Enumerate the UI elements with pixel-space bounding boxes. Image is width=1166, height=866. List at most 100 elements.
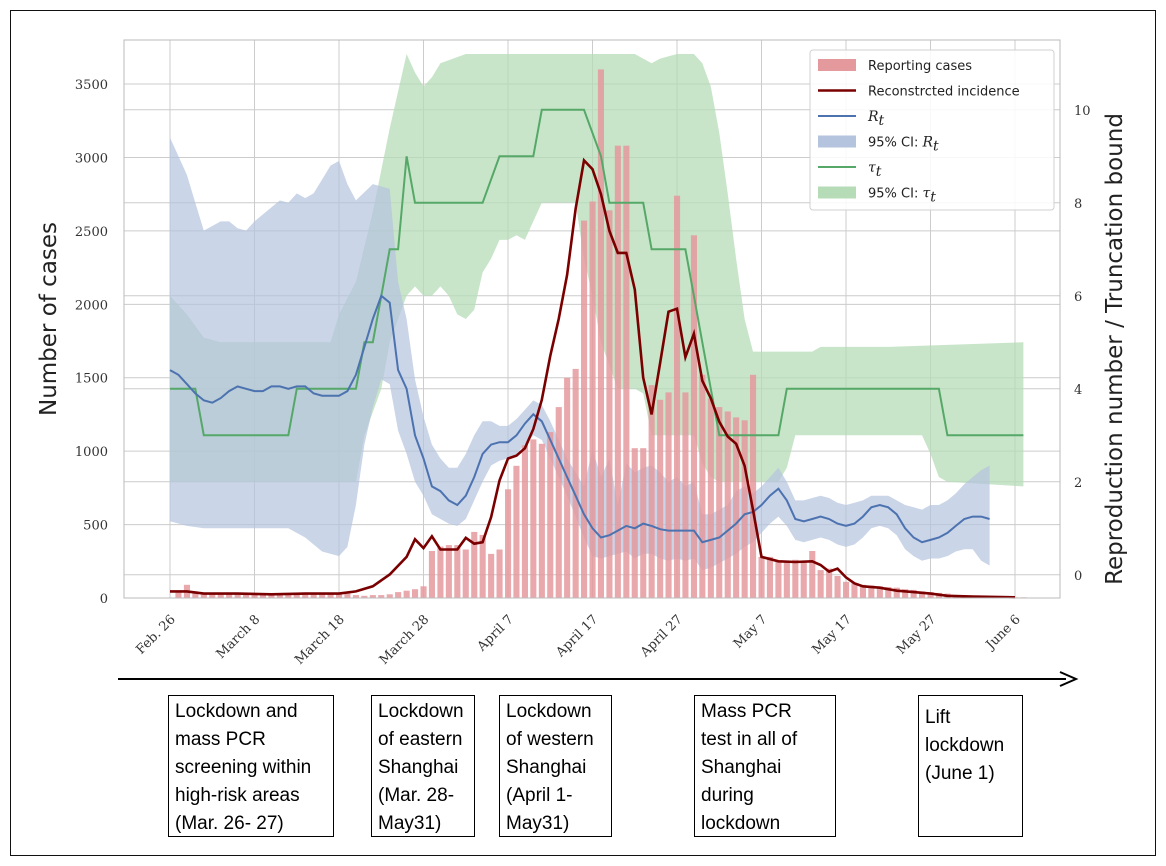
- case-bar: [445, 545, 452, 598]
- legend-label: τt: [868, 160, 882, 180]
- case-bar: [750, 374, 757, 598]
- timeline-arrow: [118, 671, 1079, 687]
- left-axis-title: Number of cases: [36, 222, 62, 416]
- case-bar: [606, 210, 613, 599]
- case-bar: [386, 594, 393, 598]
- x-tick-label: June 6: [982, 612, 1024, 654]
- case-bar: [555, 407, 562, 598]
- reporting-cases-bars: [175, 69, 1027, 599]
- figure-frame: [10, 10, 1156, 856]
- rt-ci-band-group: [170, 137, 990, 571]
- right-tick-label: 0: [1074, 569, 1082, 584]
- case-bar: [614, 145, 621, 598]
- case-bar: [741, 420, 748, 598]
- case-bar: [800, 561, 807, 598]
- case-bar: [707, 398, 714, 598]
- timeline-event-box: Lift lockdown (June 1): [918, 695, 1023, 837]
- legend-label: 95% CI: τt: [868, 186, 936, 206]
- case-bar: [395, 592, 402, 598]
- case-bar: [454, 545, 461, 598]
- case-bar: [234, 593, 241, 598]
- case-bar: [665, 392, 672, 598]
- case-bar: [175, 591, 182, 598]
- legend-box: [809, 49, 1055, 211]
- x-tick-label: May 27: [894, 612, 939, 657]
- case-bar: [716, 407, 723, 598]
- case-bar: [783, 561, 790, 598]
- rt-line: [169, 294, 990, 544]
- case-bar: [268, 593, 275, 598]
- case-bar: [412, 589, 419, 598]
- case-bar: [674, 195, 681, 598]
- case-bar: [589, 201, 596, 598]
- right-axis-title: Reproduction number / Truncation bound: [1102, 113, 1128, 585]
- x-tick-label: Feb. 26: [133, 612, 178, 657]
- incidence-line: [170, 157, 1016, 599]
- case-bar: [530, 439, 537, 598]
- case-bar: [623, 145, 630, 598]
- case-bar: [302, 593, 309, 598]
- case-bar: [572, 368, 579, 598]
- timeline-event-box: Lockdown of western Shanghai (April 1- M…: [499, 695, 612, 837]
- x-tick-label: April 27: [637, 612, 686, 661]
- case-bar: [344, 593, 351, 598]
- legend-swatch-band: [818, 135, 856, 148]
- case-bar: [209, 593, 216, 598]
- case-bar: [724, 411, 731, 598]
- case-bar: [564, 377, 571, 598]
- right-tick-label: 8: [1074, 197, 1082, 212]
- case-bar: [758, 556, 765, 598]
- case-bar: [192, 591, 199, 598]
- case-bar: [775, 561, 782, 598]
- case-bar: [217, 593, 224, 598]
- case-bar: [378, 595, 385, 598]
- case-bar: [496, 549, 503, 598]
- left-tick-label: 3000: [75, 151, 108, 166]
- legend-swatch-bar: [818, 59, 856, 71]
- left-tick-label: 0: [100, 592, 108, 607]
- case-bar: [369, 595, 376, 598]
- x-tick-label: May 7: [731, 612, 770, 651]
- case-bar: [809, 551, 816, 598]
- case-bar: [420, 586, 427, 598]
- case-bar: [471, 531, 478, 598]
- case-bar: [927, 592, 934, 598]
- right-tick-label: 6: [1074, 290, 1082, 305]
- x-tick-label: March 18: [292, 612, 348, 668]
- case-bar: [859, 584, 866, 598]
- case-bar: [834, 576, 841, 598]
- case-bar: [826, 568, 833, 598]
- left-tick-label: 500: [83, 519, 108, 534]
- case-bar: [885, 587, 892, 598]
- left-tick-label: 3500: [75, 78, 108, 93]
- case-bar: [251, 593, 258, 598]
- case-bar: [226, 593, 233, 598]
- case-bar: [310, 593, 317, 598]
- case-bar: [259, 593, 266, 598]
- left-tick-label: 1500: [75, 372, 108, 387]
- case-bar: [276, 593, 283, 598]
- case-bar: [352, 595, 359, 598]
- case-bar: [327, 593, 334, 598]
- legend-label: Reconstrcted incidence: [868, 85, 1020, 100]
- x-tick-label: May 17: [810, 612, 855, 657]
- case-bar: [479, 534, 486, 598]
- x-tick-label: April 17: [553, 612, 602, 661]
- case-bar: [336, 593, 343, 598]
- legend-label: Rt: [867, 109, 885, 129]
- case-bar: [513, 465, 520, 598]
- legend: Reporting cases Reconstrcted incidence Rt 9…: [809, 49, 1055, 211]
- legend-label: Reporting cases: [868, 59, 972, 74]
- case-bar: [293, 593, 300, 598]
- case-bar: [919, 591, 926, 598]
- case-bar: [868, 585, 875, 598]
- case-bar: [902, 589, 909, 598]
- tau-ci-band: [170, 54, 1024, 487]
- case-bar: [733, 417, 740, 598]
- left-tick-label: 1000: [75, 445, 108, 460]
- case-bar: [876, 586, 883, 598]
- case-bar: [657, 399, 664, 598]
- case-bar: [690, 235, 697, 599]
- case-bar: [851, 583, 858, 598]
- case-bar: [319, 593, 326, 598]
